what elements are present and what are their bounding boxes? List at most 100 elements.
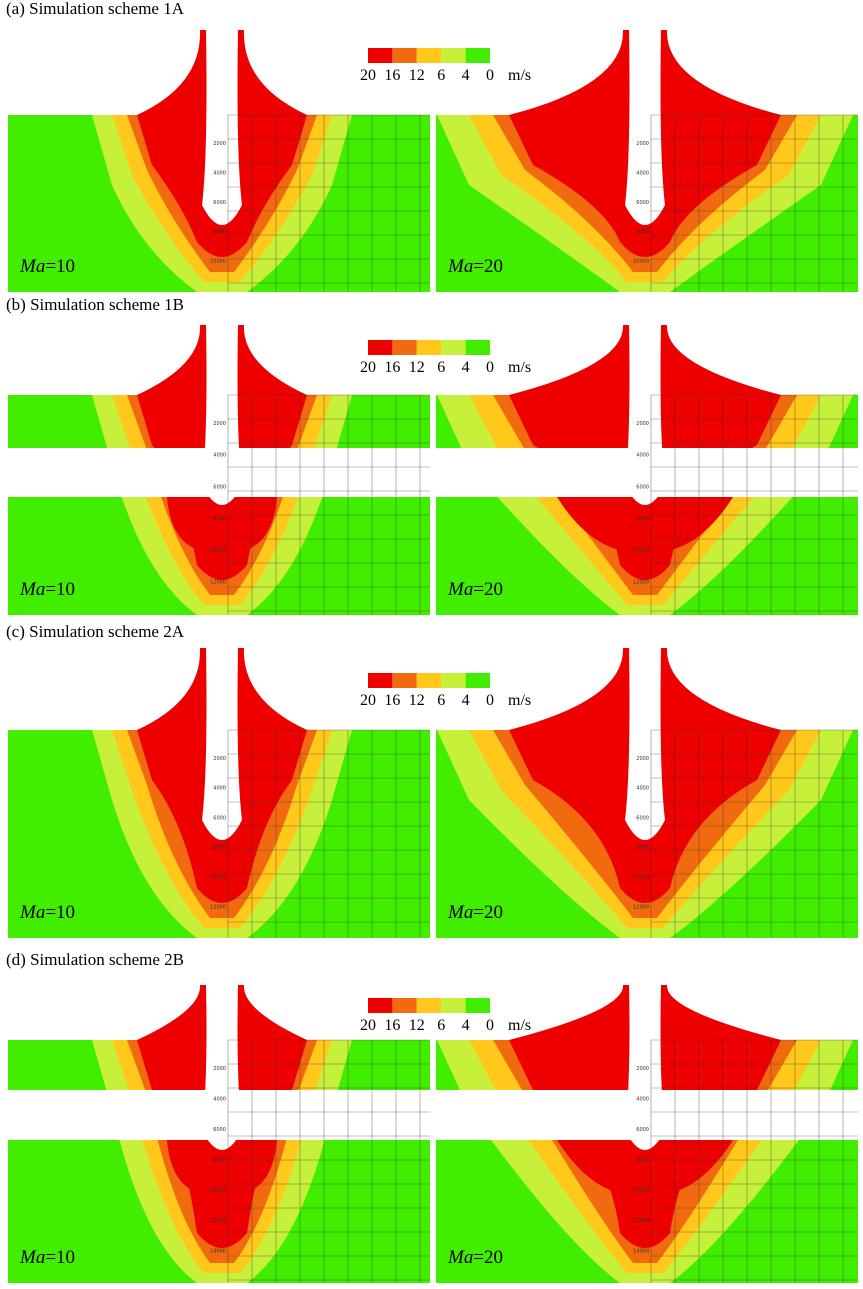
depth-label: 8000 bbox=[636, 229, 649, 235]
legend-label: 4 bbox=[462, 67, 470, 84]
mach-symbol: Ma bbox=[19, 256, 45, 277]
depth-label: 14000 bbox=[210, 1249, 226, 1255]
depth-label: 8000 bbox=[213, 516, 226, 522]
mach-value: =10 bbox=[45, 1247, 75, 1268]
depth-label: 2000 bbox=[213, 756, 226, 762]
simulation-image: 2000 4000 6000 8000 10000 Ma=20 bbox=[436, 30, 858, 292]
depth-label: 4000 bbox=[213, 1096, 226, 1102]
legend-label: 20 bbox=[360, 67, 376, 84]
legend-label: 4 bbox=[462, 692, 470, 709]
legend-swatch bbox=[466, 340, 490, 355]
depth-label: 6000 bbox=[636, 200, 649, 206]
legend-label: 0 bbox=[486, 359, 494, 376]
depth-label: 4000 bbox=[213, 453, 226, 459]
depth-label: 2000 bbox=[213, 141, 226, 147]
mach-label: Ma=20 bbox=[447, 902, 503, 923]
mach-label: Ma=10 bbox=[19, 579, 75, 600]
depth-label: 12000 bbox=[210, 579, 226, 585]
depth-label: 10000 bbox=[633, 875, 649, 881]
legend-label: 0 bbox=[486, 67, 494, 84]
legend-swatch bbox=[466, 673, 490, 688]
legend-swatch bbox=[368, 48, 392, 63]
particle-core bbox=[202, 648, 242, 840]
depth-label: 12000 bbox=[633, 904, 649, 910]
depth-label: 2000 bbox=[213, 1066, 226, 1072]
legend-swatch bbox=[392, 340, 416, 355]
legend-swatch bbox=[441, 48, 465, 63]
panel-title: (c) Simulation scheme 2A bbox=[6, 622, 185, 641]
depth-label: 6000 bbox=[213, 200, 226, 206]
mach-label: Ma=20 bbox=[447, 256, 503, 277]
depth-label: 8000 bbox=[213, 229, 226, 235]
panel-title: (a) Simulation scheme 1A bbox=[6, 0, 185, 18]
mach-value: =20 bbox=[473, 256, 503, 277]
legend-label: 16 bbox=[384, 359, 400, 376]
legend-swatch bbox=[417, 340, 441, 355]
depth-label: 4000 bbox=[636, 170, 649, 176]
depth-label: 8000 bbox=[636, 1157, 649, 1163]
legend-unit: m/s bbox=[508, 692, 531, 709]
legend-label: 16 bbox=[384, 67, 400, 84]
legend-swatch bbox=[392, 48, 416, 63]
mach-symbol: Ma bbox=[19, 1247, 45, 1268]
legend-unit: m/s bbox=[508, 67, 531, 84]
depth-label: 6000 bbox=[213, 484, 226, 490]
mach-value: =10 bbox=[45, 902, 75, 923]
mach-label: Ma=20 bbox=[447, 579, 503, 600]
legend-swatch bbox=[392, 673, 416, 688]
legend-swatch bbox=[441, 673, 465, 688]
legend-label: 12 bbox=[409, 67, 425, 84]
depth-label: 8000 bbox=[636, 845, 649, 851]
legend-label: 20 bbox=[360, 692, 376, 709]
depth-label: 8000 bbox=[636, 516, 649, 522]
depth-label: 6000 bbox=[636, 815, 649, 821]
mach-value: =20 bbox=[473, 579, 503, 600]
depth-label: 2000 bbox=[636, 141, 649, 147]
depth-label: 10000 bbox=[210, 875, 226, 881]
legend-swatch bbox=[368, 673, 392, 688]
legend-swatch bbox=[368, 340, 392, 355]
depth-label: 12000 bbox=[633, 579, 649, 585]
legend-unit: m/s bbox=[508, 1017, 531, 1034]
mach-symbol: Ma bbox=[19, 579, 45, 600]
simulation-image: 2000 4000 6000 8000 10000 12000 Ma=20 bbox=[436, 325, 858, 615]
legend-swatch bbox=[417, 673, 441, 688]
depth-label: 2000 bbox=[636, 421, 649, 427]
depth-label: 4000 bbox=[636, 453, 649, 459]
mach-symbol: Ma bbox=[447, 1247, 473, 1268]
panel-title: (b) Simulation scheme 1B bbox=[6, 295, 184, 314]
panel-title: (d) Simulation scheme 2B bbox=[6, 950, 184, 969]
particle-core bbox=[202, 30, 242, 225]
depth-label: 4000 bbox=[213, 170, 226, 176]
legend-label: 0 bbox=[486, 1017, 494, 1034]
legend-swatch bbox=[441, 998, 465, 1013]
legend-label: 0 bbox=[486, 692, 494, 709]
legend-swatch bbox=[466, 48, 490, 63]
legend-label: 6 bbox=[437, 692, 445, 709]
mach-label: Ma=10 bbox=[19, 1247, 75, 1268]
legend-label: 6 bbox=[437, 67, 445, 84]
depth-label: 10000 bbox=[633, 259, 649, 265]
depth-label: 10000 bbox=[210, 548, 226, 554]
legend-label: 6 bbox=[437, 359, 445, 376]
depth-label: 4000 bbox=[213, 786, 226, 792]
depth-label: 6000 bbox=[636, 1127, 649, 1133]
legend-label: 12 bbox=[409, 1017, 425, 1034]
legend-swatch bbox=[466, 998, 490, 1013]
legend-label: 12 bbox=[409, 692, 425, 709]
legend-swatch bbox=[368, 998, 392, 1013]
depth-label: 14000 bbox=[633, 1249, 649, 1255]
depth-label: 10000 bbox=[633, 548, 649, 554]
mach-value: =20 bbox=[473, 902, 503, 923]
legend-label: 6 bbox=[437, 1017, 445, 1034]
particle-core bbox=[202, 325, 242, 505]
legend-label: 12 bbox=[409, 359, 425, 376]
mach-value: =20 bbox=[473, 1247, 503, 1268]
depth-label: 10000 bbox=[210, 1188, 226, 1194]
legend-unit: m/s bbox=[508, 359, 531, 376]
mach-value: =10 bbox=[45, 579, 75, 600]
mach-label: Ma=10 bbox=[19, 256, 75, 277]
depth-label: 6000 bbox=[636, 484, 649, 490]
mach-value: =10 bbox=[45, 256, 75, 277]
